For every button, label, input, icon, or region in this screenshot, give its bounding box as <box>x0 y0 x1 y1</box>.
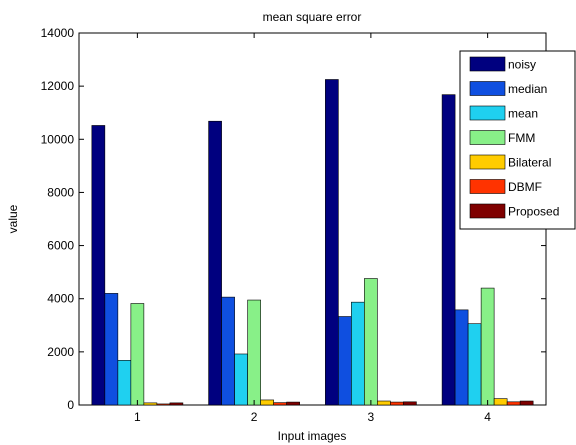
legend-swatch-proposed <box>469 203 506 219</box>
bar-proposed-3 <box>403 401 417 406</box>
x-tick-label: 2 <box>251 410 258 424</box>
legend-swatch-noisy <box>469 56 506 72</box>
bar-bilateral-4 <box>493 398 508 406</box>
bar-fmm-3 <box>364 278 378 406</box>
bar-fmm-1 <box>130 303 145 406</box>
bar-mean-2 <box>234 353 248 406</box>
legend-label-proposed: Proposed <box>508 205 559 219</box>
y-tick-label: 14000 <box>41 26 75 40</box>
y-tick-label: 6000 <box>47 239 74 253</box>
y-tick-label: 12000 <box>41 79 75 93</box>
x-tick-label: 3 <box>368 410 375 424</box>
legend-label-fmm: FMM <box>508 131 535 145</box>
bar-dbmf-1 <box>156 403 171 406</box>
bar-fmm-2 <box>247 299 261 406</box>
legend-swatch-fmm <box>469 130 506 145</box>
bar-median-1 <box>104 293 119 406</box>
bar-noisy-1 <box>91 125 106 406</box>
bar-fmm-4 <box>480 287 495 406</box>
bar-bilateral-3 <box>377 400 391 406</box>
bar-median-2 <box>221 296 235 406</box>
bar-median-3 <box>338 316 352 406</box>
bar-bilateral-2 <box>260 399 274 406</box>
legend: noisy median mean FMM Bilateral DBMF Proposed <box>459 50 576 230</box>
bar-proposed-4 <box>519 400 534 406</box>
bar-proposed-1 <box>169 402 184 406</box>
y-tick-label: 4000 <box>47 292 74 306</box>
bar-dbmf-3 <box>390 401 404 406</box>
legend-label-noisy: noisy <box>508 58 536 72</box>
chart-title: mean square error <box>263 10 362 24</box>
bar-dbmf-2 <box>273 402 287 406</box>
x-tick-label: 1 <box>134 410 141 424</box>
legend-swatch-bilateral <box>469 154 506 170</box>
bar-noisy-2 <box>208 120 222 406</box>
y-tick-label: 0 <box>67 398 74 412</box>
bar-noisy-4 <box>441 94 456 406</box>
legend-label-median: median <box>508 82 547 96</box>
bars <box>91 79 534 406</box>
bar-mean-1 <box>117 360 132 406</box>
y-tick-label: 2000 <box>47 345 74 359</box>
bar-noisy-3 <box>325 79 339 406</box>
y-tick-label: 8000 <box>47 185 74 199</box>
bar-bilateral-1 <box>143 402 158 406</box>
x-axis-label: Input images <box>278 429 347 443</box>
legend-swatch-dbmf <box>469 179 506 194</box>
bar-mean-3 <box>351 301 365 406</box>
legend-label-mean: mean <box>508 107 538 121</box>
legend-swatch-median <box>469 81 506 96</box>
bar-mean-4 <box>467 323 482 406</box>
bar-proposed-2 <box>286 401 300 406</box>
legend-label-dbmf: DBMF <box>508 180 542 194</box>
bar-dbmf-4 <box>506 401 521 406</box>
legend-swatch-mean <box>469 105 506 121</box>
legend-label-bilateral: Bilateral <box>508 156 551 170</box>
y-axis-label: value <box>6 204 20 233</box>
y-tick-label: 10000 <box>41 132 75 146</box>
y-axis: 0 2000 4000 6000 8000 10000 12000 14000 <box>41 26 546 412</box>
bar-median-4 <box>454 309 469 406</box>
x-axis: 1 2 3 4 <box>134 33 491 424</box>
x-tick-label: 4 <box>484 410 491 424</box>
